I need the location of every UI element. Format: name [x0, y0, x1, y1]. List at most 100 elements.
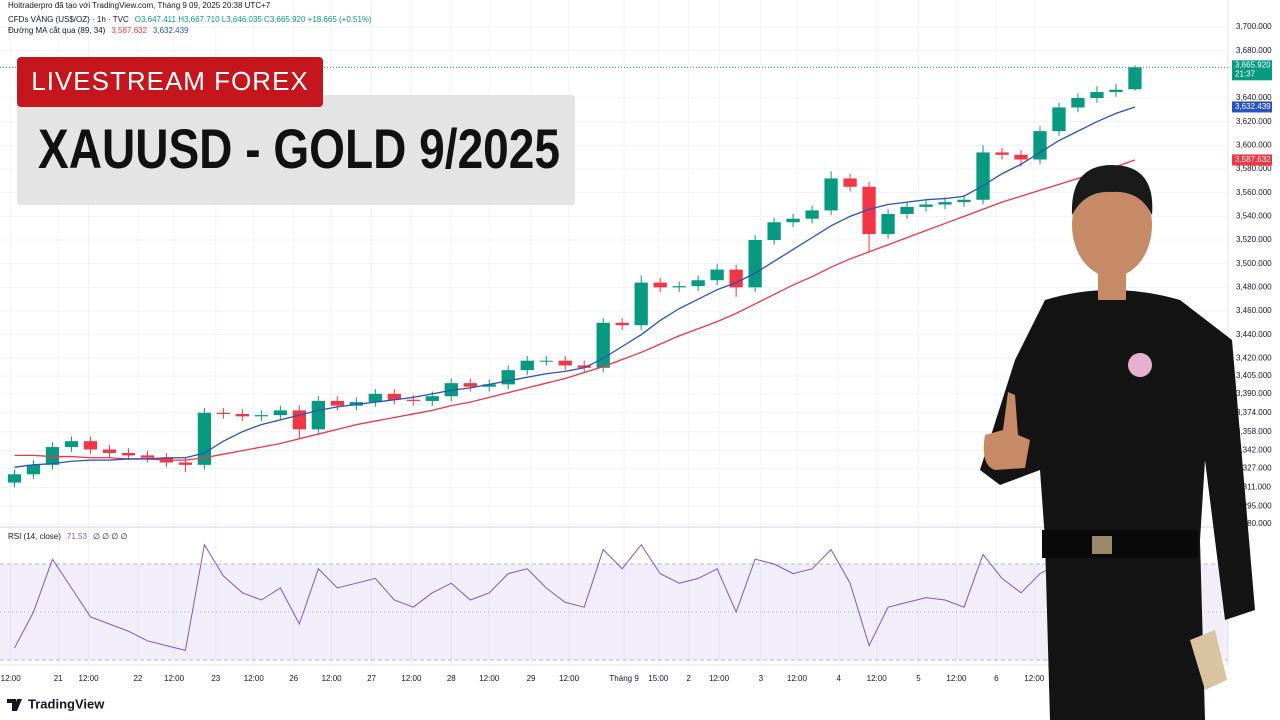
presenter-head	[1072, 173, 1152, 277]
x-tick-label: 12:00	[322, 674, 343, 683]
candle-body	[1071, 98, 1085, 108]
title-box	[17, 95, 575, 205]
y-tick-label: 3,405.000	[1236, 371, 1272, 380]
x-tick-label: 5	[916, 674, 921, 683]
candle-body	[805, 210, 819, 219]
x-tick-label: 12:00	[1, 674, 22, 683]
candle-body	[178, 462, 193, 465]
x-tick-label: 3	[759, 674, 764, 683]
candle-body	[558, 360, 572, 366]
candle-body	[273, 410, 288, 416]
x-tick-label: 2	[686, 674, 691, 683]
x-tick-label: 6	[994, 674, 999, 683]
candle-body	[748, 240, 762, 288]
shirt-logo	[1128, 353, 1152, 377]
x-tick-label: 21	[54, 674, 63, 683]
candle-body	[843, 178, 857, 187]
candle-body	[1090, 92, 1104, 98]
ma-label: Đường MA cắt qua (89, 34)	[8, 26, 106, 35]
ma-price-label: 3,587.632	[1235, 155, 1271, 164]
x-tick-label: 4	[836, 674, 841, 683]
y-tick-label: 3,460.000	[1236, 306, 1272, 315]
ma-price-badge	[1232, 154, 1272, 166]
candle-body	[1033, 131, 1047, 160]
last-price-label: 3,665.920	[1235, 60, 1271, 69]
ohlc: O3,647.411 H3,667.710 L3,646.035 C3,665.…	[135, 15, 372, 24]
candle-body	[83, 441, 98, 450]
x-tick-label: 12:00	[787, 674, 808, 683]
candle-body	[900, 206, 914, 214]
ma-price-label: 3,632.439	[1235, 102, 1271, 111]
x-tick-label: 23	[211, 674, 220, 683]
phone	[1190, 630, 1227, 690]
symbol-line: CFDs VÀNG (US$/OZ) · 1h · TVC O3,647.411 …	[8, 15, 372, 24]
presenter-hair	[1071, 165, 1153, 215]
y-tick-label: 3,311.000	[1236, 482, 1272, 491]
candle-body	[1014, 154, 1028, 160]
x-tick-label: 12:00	[164, 674, 185, 683]
candle-body	[672, 286, 686, 288]
candle-body	[919, 204, 933, 207]
candle-body	[1052, 107, 1066, 132]
candle-body	[368, 393, 382, 403]
y-tick-label: 3,540.000	[1236, 211, 1272, 220]
tradingview-logo: TradingView	[7, 696, 105, 711]
symbol: CFDs VÀNG (US$/OZ) · 1h · TVC	[8, 15, 129, 24]
presenter-body	[980, 290, 1255, 720]
moving-average	[14, 159, 1136, 461]
y-tick-label: 3,358.000	[1236, 427, 1272, 436]
y-tick-label: 3,480.000	[1236, 282, 1272, 291]
ma34-value: 3,632.439	[153, 26, 189, 35]
candle-body	[577, 365, 591, 368]
candle-body	[26, 464, 41, 475]
y-tick-label: 3,374.000	[1236, 408, 1272, 417]
candle-body	[292, 410, 307, 430]
x-tick-label: 22	[133, 674, 142, 683]
candle-body	[102, 449, 117, 453]
y-tick-label: 3,580.000	[1236, 164, 1272, 173]
x-tick-label: 12:00	[867, 674, 888, 683]
rsi-legend: RSI (14, close) 71.53 ∅ ∅ ∅ ∅	[8, 532, 128, 541]
candle-body	[710, 269, 724, 281]
x-tick-label: 12:00	[244, 674, 265, 683]
x-tick-label: 12:00	[401, 674, 422, 683]
belt-buckle	[1092, 536, 1112, 554]
candle-body	[64, 441, 79, 448]
x-tick-label: 12:00	[559, 674, 580, 683]
y-tick-label: 3,620.000	[1236, 117, 1272, 126]
y-tick-label: 3,560.000	[1236, 188, 1272, 197]
candle-body	[995, 152, 1009, 155]
candle-body	[786, 218, 800, 223]
x-tick-label: 27	[367, 674, 376, 683]
y-tick-label: 3,420.000	[1236, 353, 1272, 362]
candle-body	[976, 152, 990, 200]
x-tick-label: 26	[289, 674, 298, 683]
candle-body	[691, 280, 705, 287]
ma89-value: 3,587.632	[111, 26, 147, 35]
candle-body	[862, 186, 876, 235]
overlay: XAUUSD - GOLD 9/2025 LIVESTREAM FOREX	[17, 57, 575, 205]
overlay-badge: LIVESTREAM FOREX	[31, 66, 309, 96]
candle-body	[520, 360, 534, 371]
presenter-neck	[1098, 268, 1126, 300]
last-price-badge	[1232, 60, 1272, 81]
candle-body	[1128, 67, 1142, 90]
y-tick-label: 3,520.000	[1236, 235, 1272, 244]
x-tick-label: 12:00	[709, 674, 730, 683]
overlay-title: XAUUSD - GOLD 9/2025	[38, 117, 560, 180]
candle-body	[539, 360, 553, 362]
y-tick-label: 3,600.000	[1236, 140, 1272, 149]
presenter	[980, 165, 1255, 720]
y-tick-label: 3,700.000	[1236, 22, 1272, 31]
x-tick-label: 12:00	[1024, 674, 1045, 683]
candle-body	[311, 400, 325, 430]
candle-body	[938, 202, 952, 205]
y-tick-label: 3,390.000	[1236, 389, 1272, 398]
x-tick-label: 28	[447, 674, 456, 683]
candle-body	[235, 413, 250, 417]
ma-price-badge	[1232, 101, 1272, 113]
attribution: Hoitraderpro đã tạo với TradingView.com,…	[8, 1, 271, 10]
candle-body	[197, 412, 212, 465]
candle-body	[425, 396, 439, 401]
